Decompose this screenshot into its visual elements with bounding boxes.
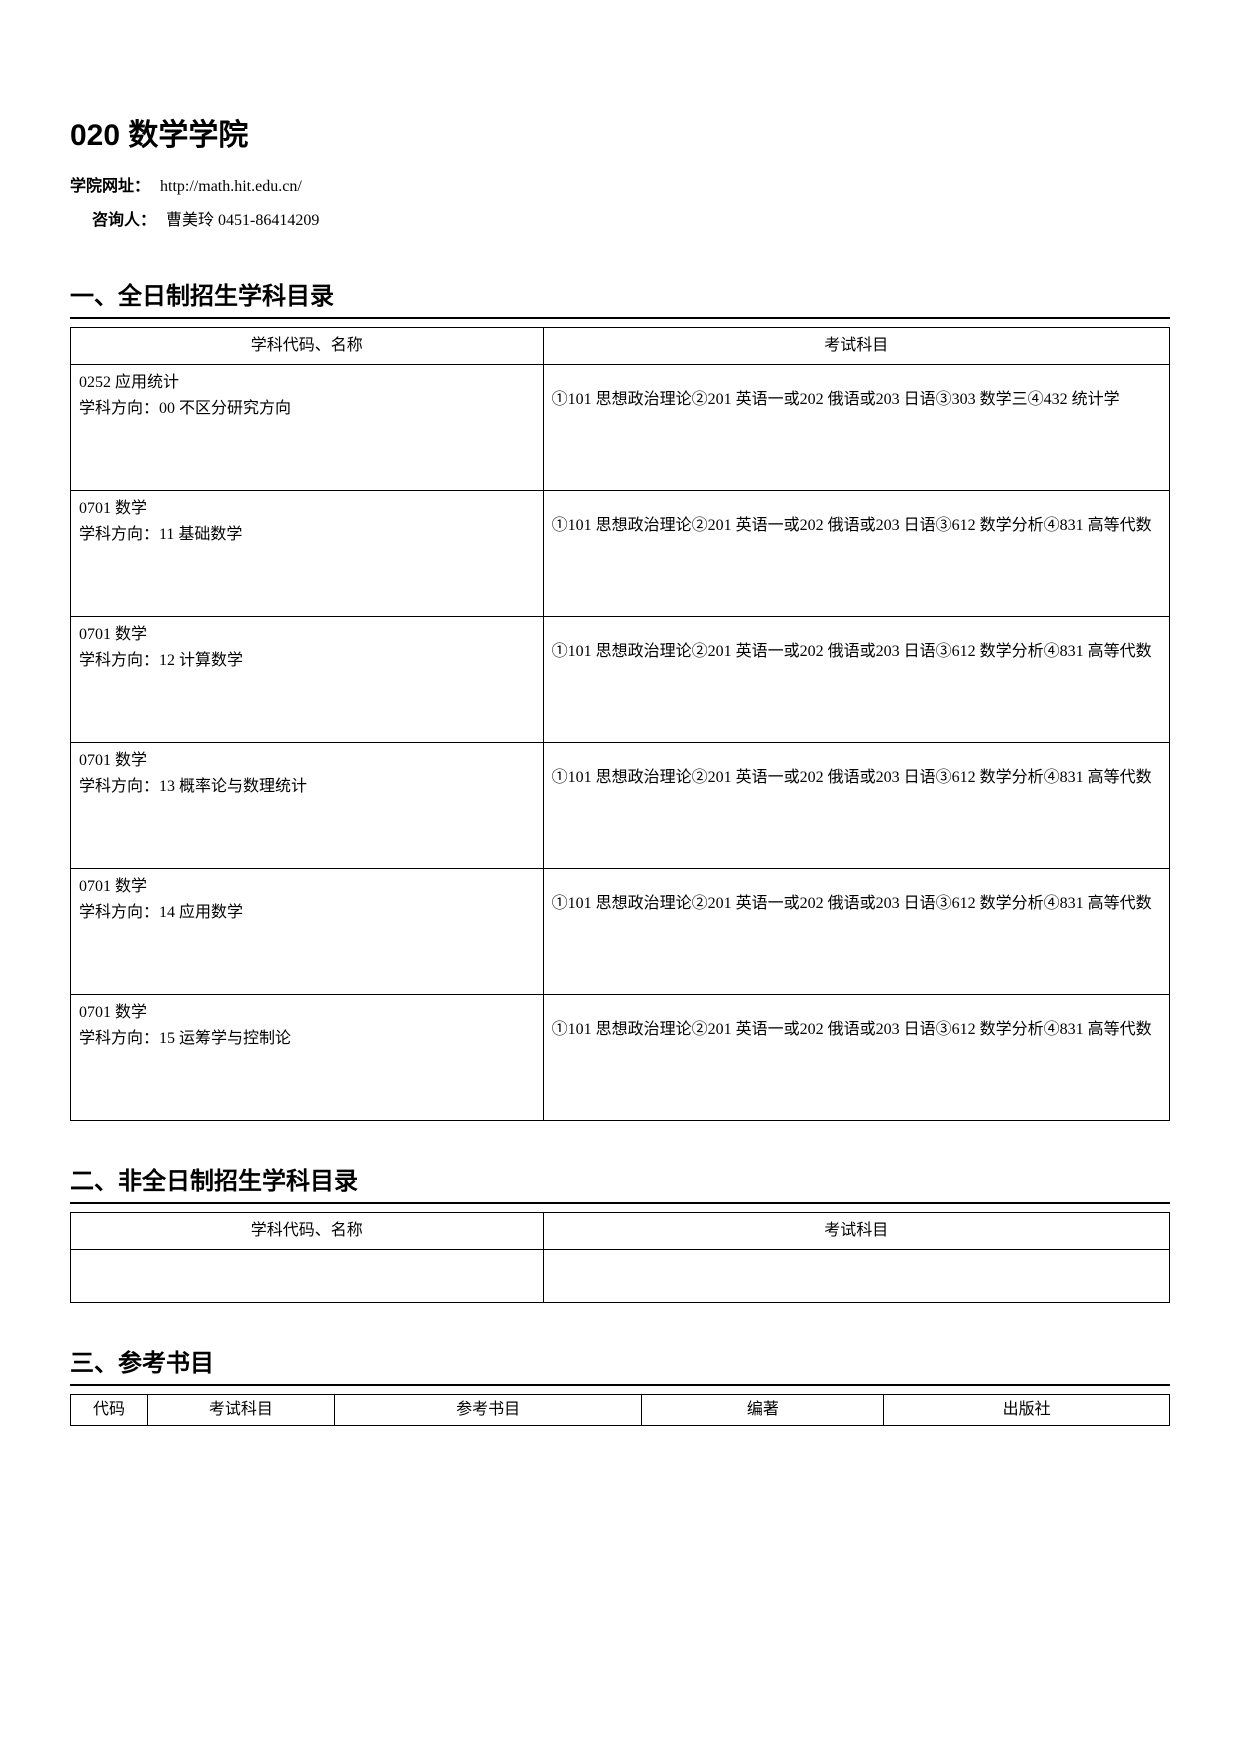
subject-direction: 学科方向：00 不区分研究方向 bbox=[79, 396, 535, 422]
subject-code: 0701 数学 bbox=[79, 748, 535, 774]
col-header-subject: 学科代码、名称 bbox=[71, 1213, 544, 1250]
exam-cell: ①101 思想政治理论②201 英语一或202 俄语或203 日语③612 数学… bbox=[543, 995, 1169, 1121]
col-header-exams: 考试科目 bbox=[543, 1213, 1169, 1250]
table-row: 0252 应用统计 学科方向：00 不区分研究方向 ①101 思想政治理论②20… bbox=[71, 365, 1170, 491]
empty-cell bbox=[543, 1250, 1169, 1303]
contact-label: 咨询人： bbox=[92, 212, 156, 229]
subject-direction: 学科方向：12 计算数学 bbox=[79, 648, 535, 674]
subject-code: 0701 数学 bbox=[79, 622, 535, 648]
col-header-exams: 考试科目 bbox=[543, 328, 1169, 365]
subject-cell: 0252 应用统计 学科方向：00 不区分研究方向 bbox=[71, 365, 544, 491]
table-row bbox=[71, 1250, 1170, 1303]
subject-direction: 学科方向：14 应用数学 bbox=[79, 900, 535, 926]
section1-title: 一、全日制招生学科目录 bbox=[70, 276, 1170, 319]
col-header-subject: 考试科目 bbox=[147, 1395, 334, 1426]
table-header-row: 代码 考试科目 参考书目 编著 出版社 bbox=[71, 1395, 1170, 1426]
subject-direction: 学科方向：15 运筹学与控制论 bbox=[79, 1026, 535, 1052]
subject-cell: 0701 数学 学科方向：12 计算数学 bbox=[71, 617, 544, 743]
website-line: 学院网址： http://math.hit.edu.cn/ bbox=[70, 172, 1170, 202]
contact-line: 咨询人： 曹美玲 0451-86414209 bbox=[70, 206, 1170, 236]
table-row: 0701 数学 学科方向：13 概率论与数理统计 ①101 思想政治理论②201… bbox=[71, 743, 1170, 869]
section2-table: 学科代码、名称 考试科目 bbox=[70, 1212, 1170, 1303]
table-header-row: 学科代码、名称 考试科目 bbox=[71, 328, 1170, 365]
exam-cell: ①101 思想政治理论②201 英语一或202 俄语或203 日语③612 数学… bbox=[543, 617, 1169, 743]
contact-value: 曹美玲 0451-86414209 bbox=[166, 212, 319, 229]
subject-code: 0701 数学 bbox=[79, 874, 535, 900]
subject-cell: 0701 数学 学科方向：15 运筹学与控制论 bbox=[71, 995, 544, 1121]
subject-cell: 0701 数学 学科方向：13 概率论与数理统计 bbox=[71, 743, 544, 869]
col-header-book: 参考书目 bbox=[334, 1395, 642, 1426]
col-header-subject: 学科代码、名称 bbox=[71, 328, 544, 365]
subject-cell: 0701 数学 学科方向：14 应用数学 bbox=[71, 869, 544, 995]
subject-direction: 学科方向：11 基础数学 bbox=[79, 522, 535, 548]
exam-cell: ①101 思想政治理论②201 英语一或202 俄语或203 日语③612 数学… bbox=[543, 491, 1169, 617]
exam-cell: ①101 思想政治理论②201 英语一或202 俄语或203 日语③612 数学… bbox=[543, 743, 1169, 869]
col-header-code: 代码 bbox=[71, 1395, 148, 1426]
exam-cell: ①101 思想政治理论②201 英语一或202 俄语或203 日语③612 数学… bbox=[543, 869, 1169, 995]
exam-cell: ①101 思想政治理论②201 英语一或202 俄语或203 日语③303 数学… bbox=[543, 365, 1169, 491]
section2-title: 二、非全日制招生学科目录 bbox=[70, 1161, 1170, 1204]
col-header-publisher: 出版社 bbox=[884, 1395, 1170, 1426]
subject-code: 0252 应用统计 bbox=[79, 370, 535, 396]
col-header-author: 编著 bbox=[642, 1395, 884, 1426]
table-row: 0701 数学 学科方向：14 应用数学 ①101 思想政治理论②201 英语一… bbox=[71, 869, 1170, 995]
subject-code: 0701 数学 bbox=[79, 1000, 535, 1026]
subject-code: 0701 数学 bbox=[79, 496, 535, 522]
table-header-row: 学科代码、名称 考试科目 bbox=[71, 1213, 1170, 1250]
subject-direction: 学科方向：13 概率论与数理统计 bbox=[79, 774, 535, 800]
website-label: 学院网址： bbox=[70, 178, 150, 195]
section3-title: 三、参考书目 bbox=[70, 1343, 1170, 1386]
page-container: 020 数学学院 学院网址： http://math.hit.edu.cn/ 咨… bbox=[0, 0, 1240, 1496]
table-row: 0701 数学 学科方向：12 计算数学 ①101 思想政治理论②201 英语一… bbox=[71, 617, 1170, 743]
section3-table: 代码 考试科目 参考书目 编著 出版社 bbox=[70, 1394, 1170, 1426]
table-row: 0701 数学 学科方向：15 运筹学与控制论 ①101 思想政治理论②201 … bbox=[71, 995, 1170, 1121]
empty-cell bbox=[71, 1250, 544, 1303]
page-title: 020 数学学院 bbox=[70, 110, 1170, 154]
subject-cell: 0701 数学 学科方向：11 基础数学 bbox=[71, 491, 544, 617]
section1-table: 学科代码、名称 考试科目 0252 应用统计 学科方向：00 不区分研究方向 ①… bbox=[70, 327, 1170, 1121]
table-row: 0701 数学 学科方向：11 基础数学 ①101 思想政治理论②201 英语一… bbox=[71, 491, 1170, 617]
website-value: http://math.hit.edu.cn/ bbox=[160, 178, 302, 195]
